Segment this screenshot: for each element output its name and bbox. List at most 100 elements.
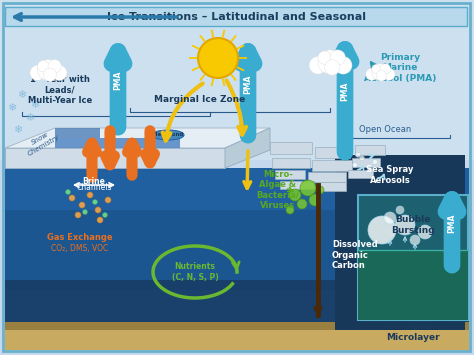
Circle shape [372, 64, 388, 80]
Ellipse shape [152, 130, 184, 140]
Text: Channels: Channels [76, 184, 112, 192]
Circle shape [43, 68, 56, 81]
Text: ❄: ❄ [7, 103, 17, 113]
Circle shape [30, 65, 45, 81]
Circle shape [309, 56, 327, 74]
Bar [272, 158, 310, 168]
Text: Bubble
Bursting: Bubble Bursting [391, 215, 435, 235]
Bar [355, 145, 385, 155]
Text: PMA: PMA [113, 70, 122, 90]
Text: Nutrients
(C, N, S, P): Nutrients (C, N, S, P) [172, 262, 219, 282]
Bar [280, 181, 314, 189]
Polygon shape [5, 148, 225, 168]
Text: Brine: Brine [82, 176, 105, 186]
Circle shape [105, 197, 111, 203]
Text: ❄: ❄ [25, 113, 35, 123]
Circle shape [395, 215, 415, 235]
Bar [0, 0, 474, 160]
Circle shape [368, 216, 396, 244]
Circle shape [79, 202, 85, 208]
Circle shape [92, 200, 98, 204]
Text: Dissolved
Organic
Carbon: Dissolved Organic Carbon [332, 240, 378, 270]
Circle shape [330, 50, 346, 65]
Circle shape [102, 213, 108, 218]
Circle shape [69, 195, 75, 201]
Text: ❄: ❄ [30, 100, 40, 110]
Circle shape [318, 51, 331, 64]
Bar [5, 330, 469, 350]
Circle shape [95, 207, 101, 213]
Text: Sea Surface
Microlayer: Sea Surface Microlayer [383, 322, 444, 342]
Text: CO₂, DMS, VOC: CO₂, DMS, VOC [51, 244, 109, 252]
Text: Micro-
Algae &
Bacteria/
Viruses: Micro- Algae & Bacteria/ Viruses [256, 170, 300, 210]
Bar [5, 168, 469, 350]
Polygon shape [55, 138, 180, 148]
Polygon shape [5, 128, 270, 148]
Circle shape [316, 186, 324, 194]
Circle shape [373, 159, 377, 164]
Bar [352, 158, 380, 167]
Text: Open Ocean: Open Ocean [359, 126, 411, 135]
Bar [316, 182, 346, 191]
Text: Snow
Chemistry: Snow Chemistry [23, 127, 61, 157]
Circle shape [380, 64, 391, 74]
Bar [358, 250, 468, 320]
Polygon shape [55, 128, 100, 138]
Text: Ice Transitions – Latitudinal and Seasonal: Ice Transitions – Latitudinal and Season… [108, 12, 366, 22]
Circle shape [418, 225, 432, 239]
Text: Melt Pond: Melt Pond [152, 132, 184, 137]
Circle shape [410, 235, 420, 245]
Circle shape [289, 189, 301, 201]
Bar [5, 322, 469, 350]
Circle shape [82, 209, 88, 214]
Circle shape [48, 60, 61, 73]
Circle shape [97, 217, 103, 223]
Circle shape [318, 50, 342, 74]
Circle shape [198, 38, 238, 78]
Text: ❄: ❄ [18, 90, 27, 100]
Circle shape [376, 71, 387, 81]
Circle shape [52, 65, 67, 81]
Circle shape [300, 180, 316, 196]
Circle shape [75, 212, 81, 218]
Text: Gas Exchange: Gas Exchange [47, 234, 113, 242]
Circle shape [372, 65, 381, 73]
Text: ❄: ❄ [13, 125, 23, 135]
FancyBboxPatch shape [5, 7, 467, 26]
Circle shape [334, 56, 352, 74]
Circle shape [367, 168, 373, 173]
Circle shape [65, 190, 71, 195]
Bar [275, 170, 305, 179]
Text: PMA: PMA [244, 74, 253, 94]
Bar [335, 155, 465, 330]
Text: Primary
Marine
Aerosol (PMA): Primary Marine Aerosol (PMA) [364, 53, 436, 83]
FancyBboxPatch shape [358, 195, 468, 320]
Text: 1ˢᵗ Year with
Leads/
Multi-Year Ice: 1ˢᵗ Year with Leads/ Multi-Year Ice [28, 75, 92, 105]
Circle shape [87, 192, 93, 198]
Text: Marginal Ice Zone: Marginal Ice Zone [155, 95, 246, 104]
Bar [348, 170, 373, 178]
Circle shape [286, 206, 294, 214]
Polygon shape [225, 128, 270, 168]
Circle shape [384, 212, 396, 224]
Circle shape [353, 163, 357, 168]
Bar [315, 147, 350, 158]
Circle shape [356, 153, 361, 158]
Circle shape [37, 60, 49, 72]
Bar [308, 172, 346, 182]
Circle shape [325, 60, 340, 75]
Text: PMA: PMA [340, 82, 349, 101]
Circle shape [366, 68, 378, 80]
Bar [270, 142, 312, 154]
Bar [312, 160, 352, 171]
Circle shape [359, 155, 365, 160]
Circle shape [297, 199, 307, 209]
Bar [5, 280, 469, 350]
Circle shape [396, 206, 404, 214]
Text: PMA: PMA [447, 213, 456, 233]
Text: Sea Spray
Aerosols: Sea Spray Aerosols [366, 165, 414, 185]
Circle shape [309, 194, 321, 206]
Circle shape [37, 60, 58, 81]
Circle shape [383, 68, 395, 80]
Bar [5, 210, 469, 290]
